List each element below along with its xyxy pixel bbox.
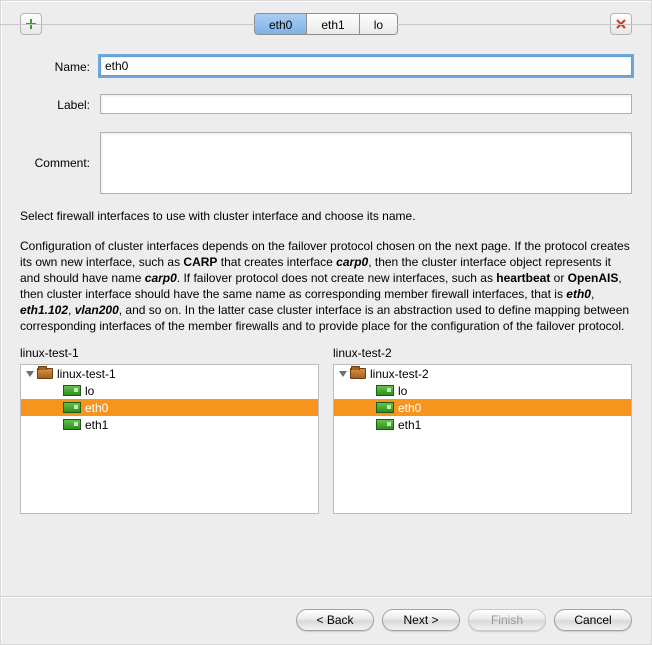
explanation-paragraph: Configuration of cluster interfaces depe… (20, 238, 632, 334)
interface-tabbar: eth0 eth1 lo (254, 13, 398, 35)
row-comment: Comment: (20, 132, 632, 194)
tree2-root[interactable]: linux-test-2 (334, 365, 631, 382)
p2-t2: that creates interface (217, 255, 336, 269)
p2-i4: eth1.102 (20, 303, 68, 317)
tab-toolbar: eth0 eth1 lo (20, 10, 632, 38)
p2-t4: . If failover protocol does not create n… (177, 271, 497, 285)
tree1-item-eth1[interactable]: eth1 (21, 416, 318, 433)
tab-lo[interactable]: lo (360, 14, 397, 34)
nic-icon (376, 385, 394, 396)
p2-i1: carp0 (336, 255, 368, 269)
folder-icon (37, 368, 53, 379)
tree-box-2[interactable]: linux-test-2 lo eth0 (333, 364, 632, 514)
back-button[interactable]: < Back (296, 609, 374, 631)
cancel-button[interactable]: Cancel (554, 609, 632, 631)
nic-icon (63, 402, 81, 413)
finish-button: Finish (468, 609, 546, 631)
folder-icon (350, 368, 366, 379)
tree1-item-eth1-label: eth1 (85, 418, 108, 432)
nic-icon (63, 419, 81, 430)
p2-i5: vlan200 (75, 303, 119, 317)
name-label: Name: (20, 58, 90, 74)
tree2-item-eth0-label: eth0 (398, 401, 421, 415)
interface-trees: linux-test-1 linux-test-1 lo (20, 346, 632, 514)
tree2-item-eth1[interactable]: eth1 (334, 416, 631, 433)
p2-b3: OpenAIS (568, 271, 619, 285)
content-panel: eth0 eth1 lo Name: Label: Comment: (20, 10, 632, 590)
tab-eth0[interactable]: eth0 (255, 14, 307, 34)
tree1-root-label: linux-test-1 (57, 367, 116, 381)
next-button[interactable]: Next > (382, 609, 460, 631)
p2-b2: heartbeat (496, 271, 550, 285)
tree1-item-lo-label: lo (85, 384, 94, 398)
p2-t5: or (550, 271, 567, 285)
tree-box-1[interactable]: linux-test-1 lo eth0 (20, 364, 319, 514)
p2-i2: carp0 (145, 271, 177, 285)
comment-label: Comment: (20, 132, 90, 170)
disclosure-triangle-icon (25, 369, 35, 379)
row-name: Name: (20, 56, 632, 76)
intro-paragraph: Select firewall interfaces to use with c… (20, 208, 632, 224)
label-input[interactable] (100, 94, 632, 114)
nic-icon (376, 402, 394, 413)
name-input[interactable] (100, 56, 632, 76)
p2-c2: , (68, 303, 75, 317)
tree1-item-eth0[interactable]: eth0 (21, 399, 318, 416)
tree1-root[interactable]: linux-test-1 (21, 365, 318, 382)
disclosure-triangle-icon (338, 369, 348, 379)
tree1-item-eth0-label: eth0 (85, 401, 108, 415)
tree1-item-lo[interactable]: lo (21, 382, 318, 399)
tree2-item-eth0[interactable]: eth0 (334, 399, 631, 416)
tree2-item-lo-label: lo (398, 384, 407, 398)
label-label: Label: (20, 96, 90, 112)
wizard-button-bar: < Back Next > Finish Cancel (296, 609, 632, 631)
nic-icon (63, 385, 81, 396)
tab-eth1[interactable]: eth1 (307, 14, 359, 34)
tree2-item-eth1-label: eth1 (398, 418, 421, 432)
tree-title-1: linux-test-1 (20, 346, 319, 360)
p2-c1: , (591, 287, 594, 301)
p2-i3: eth0 (566, 287, 591, 301)
nic-icon (376, 419, 394, 430)
wizard-window: eth0 eth1 lo Name: Label: Comment: (0, 0, 652, 645)
comment-textarea[interactable] (100, 132, 632, 194)
row-label: Label: (20, 94, 632, 114)
p2-b1: CARP (183, 255, 217, 269)
tree-title-2: linux-test-2 (333, 346, 632, 360)
tree2-item-lo[interactable]: lo (334, 382, 631, 399)
tree-col-2: linux-test-2 linux-test-2 lo (333, 346, 632, 514)
tabbar-wrap: eth0 eth1 lo (46, 13, 606, 35)
button-separator (0, 596, 652, 597)
tree-col-1: linux-test-1 linux-test-1 lo (20, 346, 319, 514)
tree2-root-label: linux-test-2 (370, 367, 429, 381)
